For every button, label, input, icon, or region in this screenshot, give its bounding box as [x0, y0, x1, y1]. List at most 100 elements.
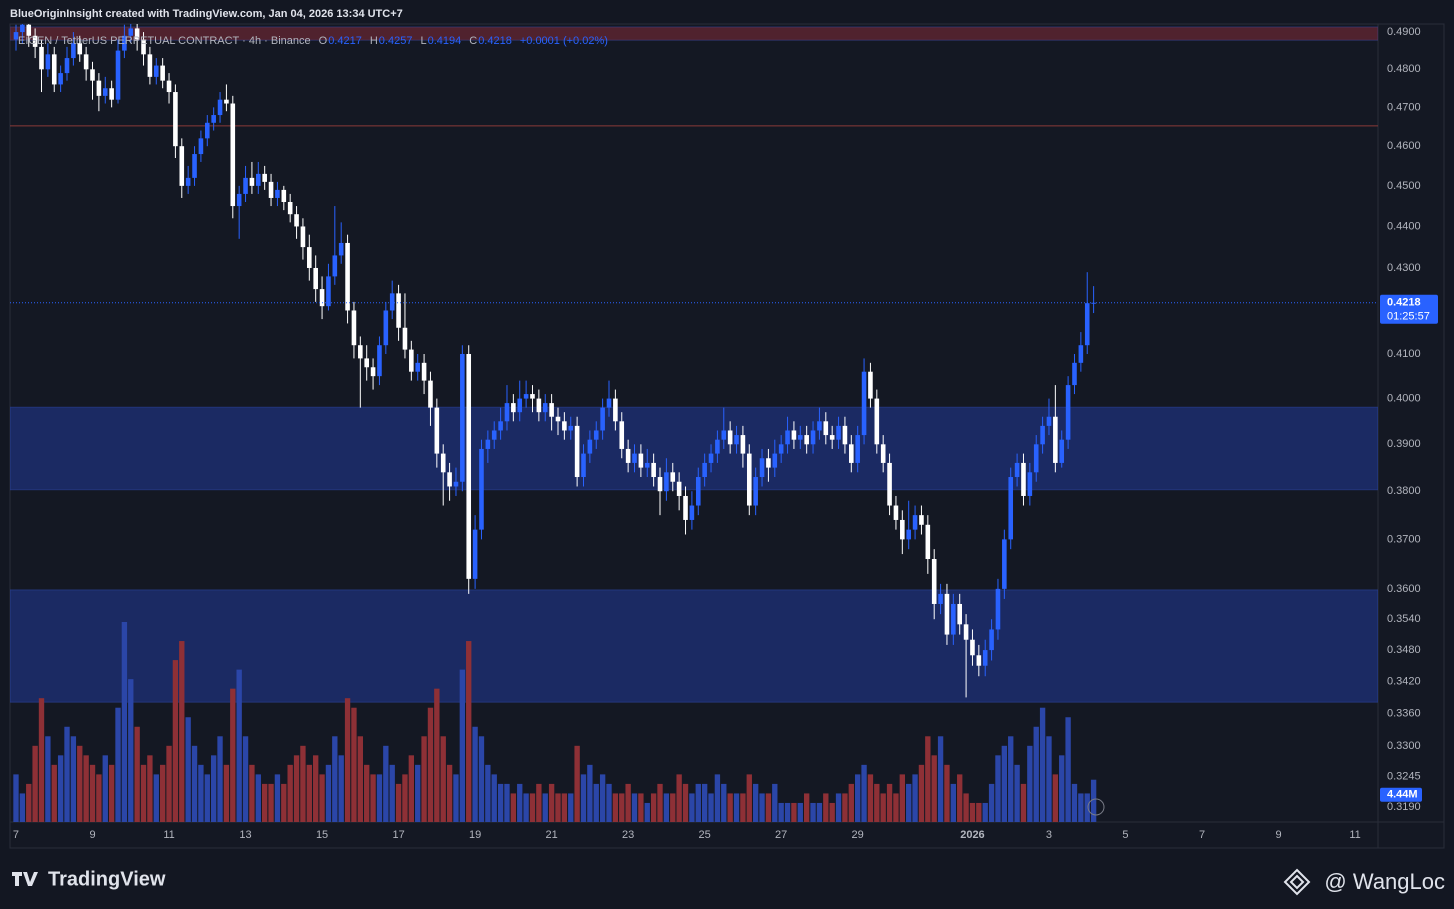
volume-bar — [918, 764, 925, 822]
volume-bar — [159, 764, 166, 822]
candle-body — [415, 362, 421, 372]
x-tick-label: 7 — [13, 829, 19, 841]
candle-body — [951, 603, 956, 635]
candle-body — [791, 430, 797, 440]
candle-body — [1027, 472, 1033, 496]
x-tick-label: 17 — [392, 829, 404, 841]
candle-body — [785, 430, 790, 445]
header: BlueOriginInsight created with TradingVi… — [10, 8, 403, 20]
volume-bar — [19, 793, 26, 822]
volume-bar — [179, 641, 185, 822]
candles — [10, 24, 1378, 698]
x-tick-label: 27 — [775, 829, 787, 841]
volume-bar — [472, 726, 478, 822]
volume-bar — [982, 802, 988, 822]
candle-body — [351, 310, 357, 346]
volume-bar — [287, 764, 293, 822]
volume-bar — [886, 783, 893, 822]
candle-body — [931, 559, 937, 604]
candle-body — [715, 439, 720, 454]
y-tick-label: 0.3900 — [1387, 438, 1421, 450]
candle-body — [874, 398, 880, 445]
volume-bar — [83, 755, 89, 822]
candle-body — [147, 54, 153, 77]
y-tick-label: 0.3600 — [1387, 583, 1421, 595]
y-tick-label: 0.3420 — [1387, 675, 1421, 687]
x-tick-label: 21 — [545, 829, 557, 841]
candle-body — [428, 380, 433, 408]
countdown: 01:25:57 — [1387, 311, 1430, 323]
candle-body — [192, 154, 197, 178]
y-tick-label: 0.3700 — [1387, 533, 1421, 545]
replay-icon[interactable] — [1087, 798, 1105, 816]
candle-body — [581, 453, 586, 478]
volume-bar — [829, 802, 835, 822]
volume-bar — [925, 736, 931, 822]
candle-body — [1059, 439, 1065, 463]
candle-body — [963, 624, 969, 640]
candle-body — [702, 462, 707, 478]
candle-body — [1040, 425, 1045, 445]
candle-body — [51, 54, 57, 85]
candle-body — [638, 453, 644, 468]
candle-body — [817, 421, 822, 431]
volume-bar — [969, 802, 976, 822]
volume-bar — [695, 783, 701, 822]
volume-bar — [536, 783, 542, 822]
candle-body — [396, 293, 401, 328]
volume-bar — [867, 774, 874, 822]
volume-bar — [912, 774, 918, 822]
volume-bar — [580, 774, 587, 822]
volume-bar — [988, 783, 995, 822]
candle-body — [989, 629, 994, 651]
candle-body — [925, 524, 931, 560]
volume-bar — [121, 622, 128, 822]
candle-body — [734, 435, 739, 445]
candle-body — [855, 435, 860, 463]
candle-body — [453, 481, 459, 487]
volume-bar — [937, 736, 944, 822]
candle-body — [166, 80, 172, 93]
candle-body — [307, 247, 312, 268]
watermark-icon — [1283, 868, 1311, 896]
candle-body — [753, 477, 758, 506]
volume-bar — [147, 755, 153, 822]
candle-body — [836, 425, 841, 440]
volume-bar — [306, 764, 312, 822]
volume-bar — [300, 745, 306, 822]
candle-body — [695, 477, 701, 506]
volume-bar — [1084, 793, 1090, 822]
candle-body — [389, 293, 395, 311]
volume-bar — [57, 755, 64, 822]
legend-text: EIGEN / TetherUS PERPETUAL CONTRACT · 4h… — [18, 35, 311, 47]
volume-bar — [682, 783, 689, 822]
candle-body — [574, 425, 580, 478]
y-tick-label: 0.3300 — [1387, 740, 1421, 752]
volume-bar — [249, 764, 255, 822]
candle-body — [224, 99, 229, 104]
y-tick-label: 0.4100 — [1387, 348, 1421, 360]
volume-bar — [45, 736, 51, 822]
volume-bar — [523, 793, 529, 822]
candle-body — [887, 462, 892, 506]
volume-bar — [198, 764, 204, 822]
candle-body — [957, 603, 963, 625]
volume-bar — [568, 793, 574, 822]
volume-bar — [421, 736, 427, 822]
y-tick-label: 0.3800 — [1387, 485, 1421, 497]
candle-body — [606, 398, 612, 408]
volume-bar — [555, 793, 561, 822]
volume-bar — [230, 688, 236, 822]
volume-bar — [274, 774, 281, 822]
volume-bar — [874, 783, 880, 822]
legend-text: O — [319, 35, 328, 47]
volume-bar — [96, 774, 102, 822]
volume-bar — [848, 783, 854, 822]
candle-body — [58, 73, 63, 85]
volume-bar — [351, 707, 357, 822]
volume-bar — [77, 745, 83, 822]
volume-bar — [504, 783, 510, 822]
candle-body — [657, 477, 663, 492]
y-tick-label: 0.4600 — [1387, 140, 1421, 152]
candle-body — [644, 462, 650, 468]
